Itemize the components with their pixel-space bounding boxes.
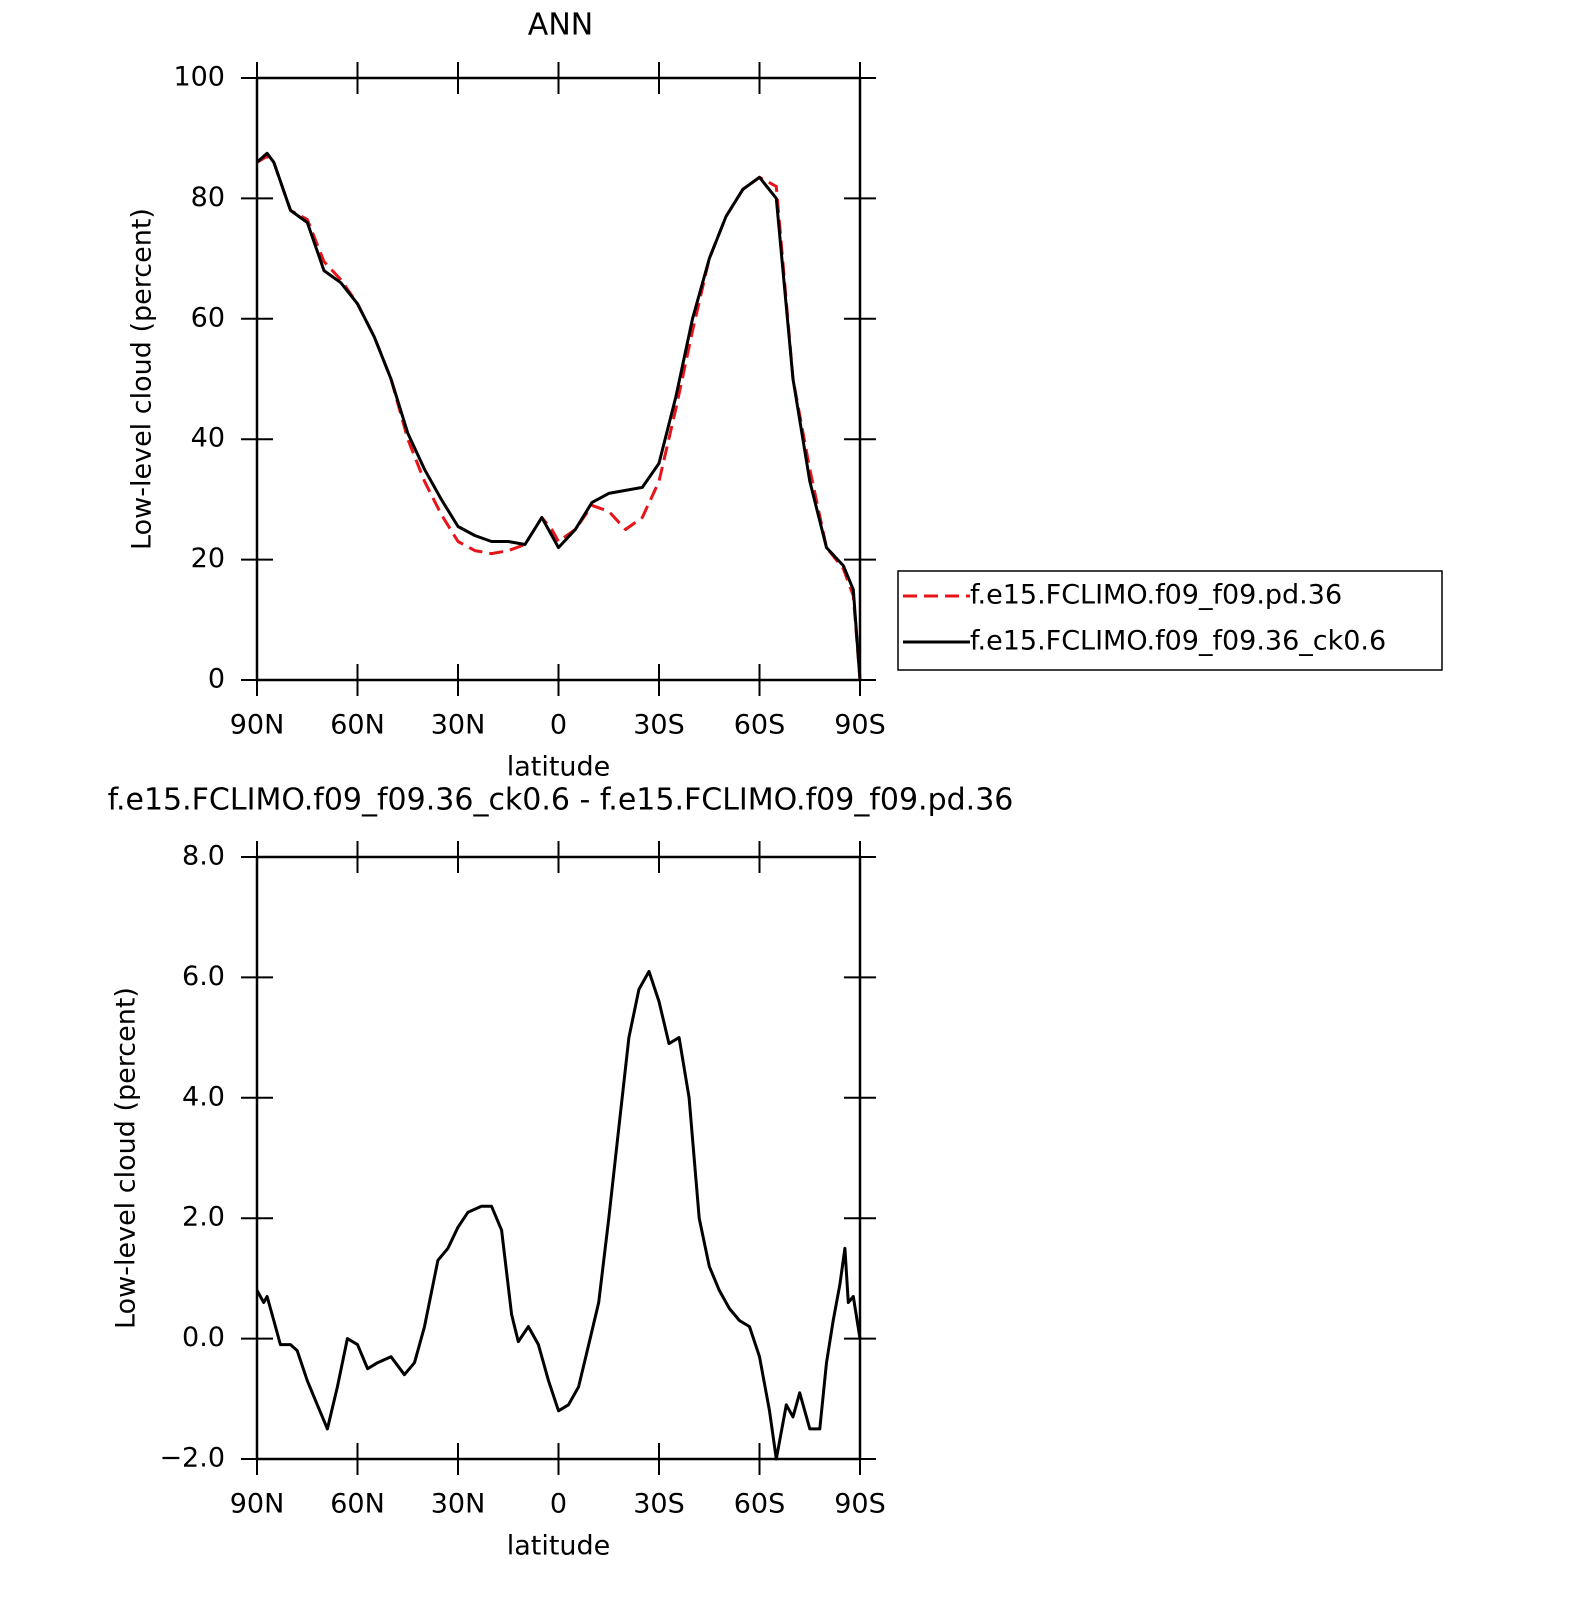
- x-tick-label: 90S: [834, 1489, 886, 1520]
- x-tick-label: 60N: [330, 1489, 385, 1520]
- y-tick-label: 100: [173, 62, 225, 93]
- x-tick-label: 30N: [431, 1489, 486, 1520]
- y-tick-label: 6.0: [182, 961, 225, 992]
- y-tick-label: 60: [191, 302, 225, 333]
- x-tick-label: 0: [550, 1489, 567, 1520]
- x-tick-label: 60S: [734, 1489, 786, 1520]
- x-tick-label: 60S: [734, 710, 786, 741]
- data-line: [256, 154, 862, 681]
- legend-box: [897, 570, 1443, 671]
- legend-label: f.e15.FCLIMO.f09_f09.pd.36: [970, 580, 1342, 611]
- x-tick-label: 0: [550, 710, 567, 741]
- x-tick-label: 30S: [633, 710, 685, 741]
- y-tick-label: 2.0: [182, 1202, 225, 1233]
- y-axis-label: Low-level cloud (percent): [111, 987, 142, 1329]
- y-tick-label: 0.0: [182, 1322, 225, 1353]
- y-tick-label: 40: [191, 423, 225, 454]
- y-axis-label: Low-level cloud (percent): [127, 208, 158, 550]
- plot-frame: [255, 76, 862, 682]
- x-tick-label: 90N: [230, 710, 285, 741]
- x-tick-label: 60N: [330, 710, 385, 741]
- y-tick-label: 0: [208, 664, 225, 695]
- y-tick-label: 8.0: [182, 841, 225, 872]
- y-tick-label: −2.0: [159, 1443, 225, 1474]
- chart-title: f.e15.FCLIMO.f09_f09.36_ck0.6 - f.e15.FC…: [108, 783, 1014, 818]
- x-tick-label: 90S: [834, 710, 886, 741]
- chart-title: ANN: [528, 8, 593, 43]
- data-line: [256, 151, 862, 681]
- data-line: [255, 969, 862, 1461]
- y-tick-label: 4.0: [182, 1081, 225, 1112]
- y-tick-label: 80: [191, 182, 225, 213]
- plot-frame: [255, 855, 862, 1461]
- x-tick-label: 90N: [230, 1489, 285, 1520]
- x-axis-label: latitude: [507, 752, 611, 783]
- y-tick-label: 20: [191, 543, 225, 574]
- legend-label: f.e15.FCLIMO.f09_f09.36_ck0.6: [970, 626, 1386, 657]
- x-axis-label: latitude: [507, 1531, 611, 1562]
- x-tick-label: 30N: [431, 710, 486, 741]
- x-tick-label: 30S: [633, 1489, 685, 1520]
